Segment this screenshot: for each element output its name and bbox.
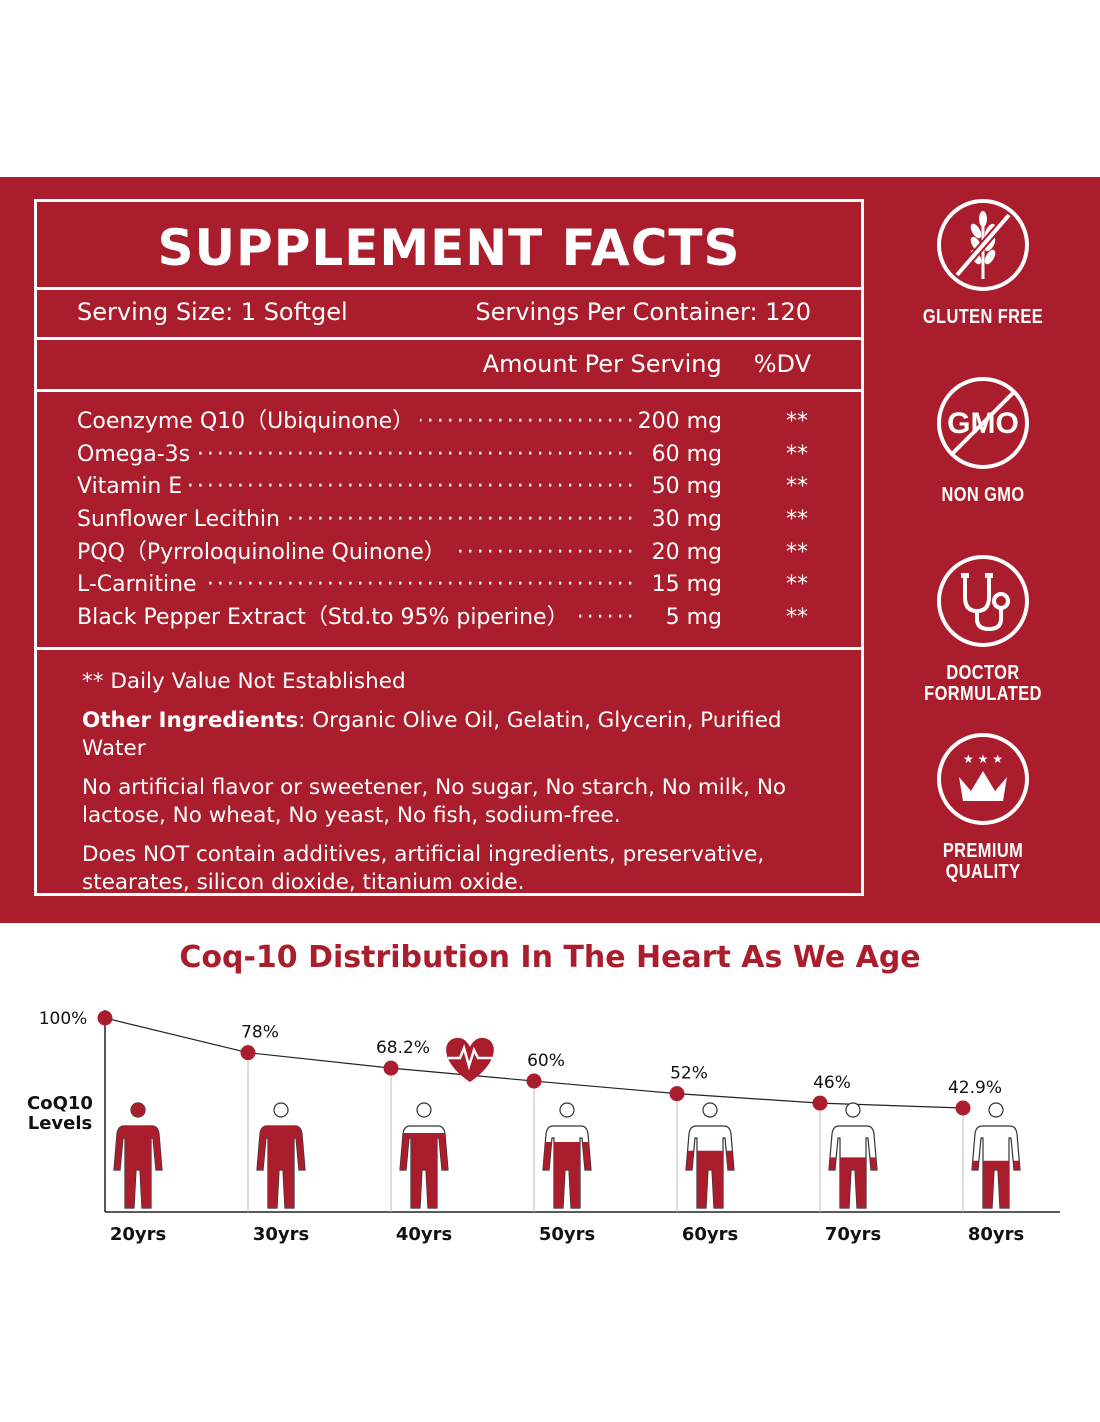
ingredient-name: Vitamin E — [77, 474, 189, 500]
data-label: 100% — [39, 1009, 88, 1029]
data-label: 78% — [241, 1023, 279, 1043]
data-point — [526, 1073, 542, 1089]
free-from-text: No artificial flavor or sweetener, No su… — [82, 775, 787, 828]
y-axis-label: CoQ10 Levels — [27, 1093, 93, 1134]
svg-text:★ ★ ★: ★ ★ ★ — [963, 752, 1003, 766]
ingredient-row: Black Pepper Extract（Std.to 95% piperine… — [77, 603, 817, 636]
badge-label-line: FORMULATED — [924, 683, 1042, 705]
ingredient-dv: ** — [786, 605, 808, 631]
divider — [37, 287, 861, 290]
human-figure — [113, 1102, 163, 1209]
dv-header: %DV — [753, 350, 811, 378]
human-figure — [399, 1102, 449, 1209]
ingredient-name: Coenzyme Q10（Ubiquinone） — [77, 409, 421, 434]
ingredient-row: Vitamin E 50 mg ** — [77, 472, 817, 505]
data-label: 42.9% — [948, 1078, 1002, 1098]
servings-per-container: Servings Per Container: 120 — [475, 298, 811, 326]
divider — [37, 389, 861, 392]
gluten-free-icon — [937, 199, 1029, 291]
x-tick-label: 70yrs — [825, 1224, 881, 1245]
ingredient-row: Sunflower Lecithin 30 mg ** — [77, 505, 817, 538]
ingredient-amount: 5 mg — [665, 605, 722, 631]
badge-label: NON GMO — [941, 484, 1025, 506]
ingredient-dv: ** — [786, 572, 808, 598]
badge-label: PREMIUM QUALITY — [913, 841, 1052, 883]
serving-row: Serving Size: 1 Softgel Servings Per Con… — [77, 298, 811, 332]
badge-doctor-formulated: DOCTOR FORMULATED — [898, 553, 1068, 731]
badge-label: GLUTEN FREE — [922, 306, 1044, 328]
ingredient-row: Coenzyme Q10（Ubiquinone） 200 mg ** — [77, 407, 817, 440]
supplement-facts-panel: SUPPLEMENT FACTS Serving Size: 1 Softgel… — [34, 199, 864, 896]
data-point — [383, 1060, 399, 1076]
badge-label-line: DOCTOR — [946, 662, 1020, 684]
ingredient-amount: 60 mg — [651, 441, 722, 467]
data-label: 52% — [670, 1064, 708, 1084]
human-figure — [256, 1102, 306, 1209]
ingredient-amount: 50 mg — [651, 474, 722, 500]
ingredient-amount: 20 mg — [651, 539, 722, 565]
x-tick-label: 20yrs — [110, 1224, 166, 1245]
ingredient-list: Coenzyme Q10（Ubiquinone） 200 mg ** Omega… — [77, 407, 817, 636]
x-tick-label: 40yrs — [396, 1224, 452, 1245]
human-figure — [542, 1102, 592, 1209]
serving-size: Serving Size: 1 Softgel — [77, 298, 348, 326]
badge-non-gmo: GMO NON GMO — [898, 375, 1068, 553]
non-gmo-icon: GMO — [937, 377, 1029, 469]
ingredient-name: Black Pepper Extract（Std.to 95% piperine… — [77, 605, 575, 631]
stethoscope-icon — [937, 555, 1029, 647]
notes-section: ** Daily Value Not Established Other Ing… — [82, 668, 841, 908]
data-label: 68.2% — [376, 1038, 430, 1058]
badge-premium-quality: ★ ★ ★ PREMIUM QUALITY — [898, 731, 1068, 909]
supplement-banner: SUPPLEMENT FACTS Serving Size: 1 Softgel… — [0, 177, 1100, 923]
crown-icon: ★ ★ ★ — [937, 733, 1029, 825]
ingredient-row: PQQ（Pyrroloquinoline Quinone） 20 mg ** — [77, 538, 817, 571]
divider — [37, 337, 861, 340]
data-point — [812, 1095, 828, 1111]
data-point — [97, 1010, 113, 1026]
badge-column: GLUTEN FREE GMO NON GMO DOCTOR FORMULATE… — [898, 197, 1068, 909]
x-tick-label: 50yrs — [539, 1224, 595, 1245]
human-figure — [971, 1102, 1021, 1209]
ingredient-amount: 30 mg — [651, 507, 722, 533]
ingredient-dv: ** — [786, 409, 808, 434]
ingredient-name: L-Carnitine — [77, 572, 203, 598]
badge-label-line: PREMIUM — [942, 840, 1024, 862]
ingredient-dv: ** — [786, 507, 808, 533]
ingredient-name: Sunflower Lecithin — [77, 507, 286, 533]
other-ingredients: Other Ingredients: Organic Olive Oil, Ge… — [82, 707, 841, 763]
facts-title: SUPPLEMENT FACTS — [157, 219, 741, 277]
amount-per-serving-header: Amount Per Serving — [482, 350, 722, 378]
x-tick-label: 60yrs — [682, 1224, 738, 1245]
divider — [37, 647, 861, 650]
chart-title: Coq-10 Distribution In The Heart As We A… — [179, 940, 921, 975]
badge-gluten-free: GLUTEN FREE — [898, 197, 1068, 375]
ingredient-row: L-Carnitine 15 mg ** — [77, 570, 817, 603]
data-label: 46% — [813, 1073, 851, 1093]
ingredient-name: Omega-3s — [77, 441, 197, 467]
ingredient-dv: ** — [786, 441, 808, 467]
amount-header-row: Amount Per Serving %DV — [483, 350, 811, 378]
ingredient-amount: 200 mg — [637, 409, 722, 434]
data-point — [240, 1045, 256, 1061]
ingredient-name: PQQ（Pyrroloquinoline Quinone） — [77, 539, 452, 565]
badge-label: DOCTOR FORMULATED — [913, 663, 1052, 705]
other-ingredients-text: : Organic Olive Oil, Gelatin, Glycerin, … — [82, 708, 782, 761]
not-contain-text: Does NOT contain additives, artificial i… — [82, 842, 765, 895]
data-point — [669, 1086, 685, 1102]
data-label: 60% — [527, 1051, 565, 1071]
ingredient-dv: ** — [786, 539, 808, 565]
ingredient-dv: ** — [786, 474, 808, 500]
human-figure — [828, 1102, 878, 1209]
x-tick-label: 30yrs — [253, 1224, 309, 1245]
dv-note: ** Daily Value Not Established — [82, 669, 406, 694]
other-ingredients-label: Other Ingredients — [82, 708, 299, 733]
ingredient-amount: 15 mg — [651, 572, 722, 598]
human-figure — [685, 1102, 735, 1209]
coq10-chart: 100% 78% 68.2% 60% 52% 46% 42.9% 20yrs 30yrs 40yr… — [39, 1009, 1060, 1245]
badge-label-line: QUALITY — [945, 861, 1021, 883]
data-point — [955, 1100, 971, 1116]
x-tick-label: 80yrs — [968, 1224, 1024, 1245]
ingredient-row: Omega-3s 60 mg ** — [77, 440, 817, 473]
heart-icon — [446, 1037, 494, 1082]
